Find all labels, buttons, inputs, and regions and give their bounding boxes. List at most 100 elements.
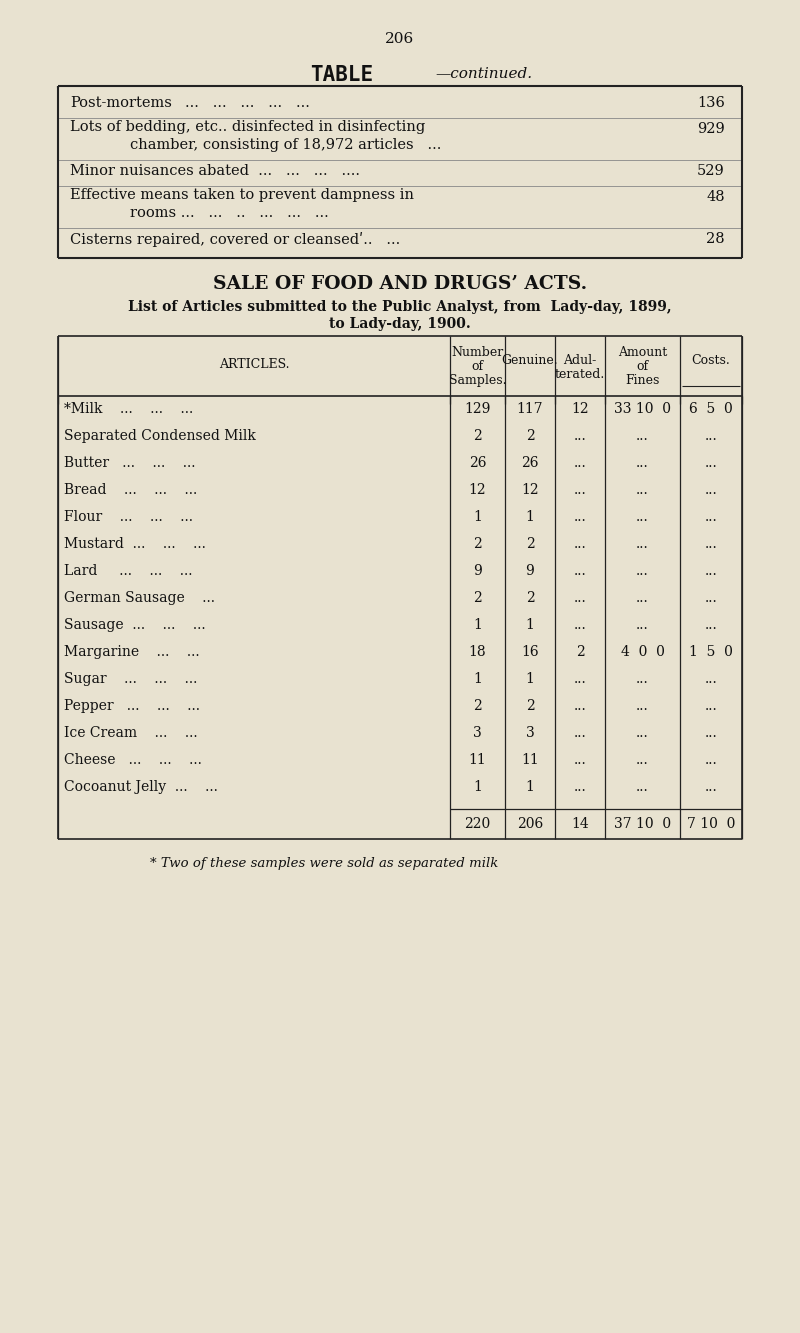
Text: 2: 2 xyxy=(526,429,534,443)
Text: 1: 1 xyxy=(473,511,482,524)
Text: 12: 12 xyxy=(571,403,589,416)
Text: 1: 1 xyxy=(526,672,534,686)
Text: ...: ... xyxy=(636,780,649,794)
Text: ...: ... xyxy=(705,537,718,551)
Text: SALE OF FOOD AND DRUGS’ ACTS.: SALE OF FOOD AND DRUGS’ ACTS. xyxy=(213,275,587,293)
Text: ...: ... xyxy=(705,456,718,471)
Text: 1  5  0: 1 5 0 xyxy=(689,645,733,659)
Text: ...: ... xyxy=(705,591,718,605)
Text: ...: ... xyxy=(574,429,586,443)
Text: 1: 1 xyxy=(473,672,482,686)
Text: Genuine.: Genuine. xyxy=(502,353,558,367)
Text: ...: ... xyxy=(705,483,718,497)
Text: 2: 2 xyxy=(526,591,534,605)
Text: 206: 206 xyxy=(386,32,414,47)
Text: ...: ... xyxy=(636,483,649,497)
Text: 2: 2 xyxy=(473,698,482,713)
Text: Margarine    ...    ...: Margarine ... ... xyxy=(64,645,200,659)
Text: Sugar    ...    ...    ...: Sugar ... ... ... xyxy=(64,672,198,686)
Text: 26: 26 xyxy=(522,456,538,471)
Text: 1: 1 xyxy=(473,780,482,794)
Text: ...: ... xyxy=(636,753,649,766)
Text: TABLE: TABLE xyxy=(310,65,373,85)
Text: *Milk    ...    ...    ...: *Milk ... ... ... xyxy=(64,403,194,416)
Text: Samples.: Samples. xyxy=(449,375,506,387)
Text: Effective means taken to prevent dampness in: Effective means taken to prevent dampnes… xyxy=(70,188,414,203)
Text: Flour    ...    ...    ...: Flour ... ... ... xyxy=(64,511,193,524)
Text: 9: 9 xyxy=(526,564,534,579)
Text: ...: ... xyxy=(574,511,586,524)
Text: ...: ... xyxy=(574,619,586,632)
Text: of: of xyxy=(637,360,649,373)
Text: ...: ... xyxy=(636,511,649,524)
Text: 16: 16 xyxy=(521,645,539,659)
Text: ...: ... xyxy=(574,537,586,551)
Text: Costs.: Costs. xyxy=(692,353,730,367)
Text: ...: ... xyxy=(705,619,718,632)
Text: 2: 2 xyxy=(473,429,482,443)
Text: 1: 1 xyxy=(526,511,534,524)
Text: Minor nuisances abated  ...   ...   ...   ....: Minor nuisances abated ... ... ... .... xyxy=(70,164,360,179)
Text: 7 10  0: 7 10 0 xyxy=(687,817,735,830)
Text: 26: 26 xyxy=(469,456,486,471)
Text: Cocoanut Jelly  ...    ...: Cocoanut Jelly ... ... xyxy=(64,780,218,794)
Text: ...: ... xyxy=(574,780,586,794)
Text: 4  0  0: 4 0 0 xyxy=(621,645,665,659)
Text: ...: ... xyxy=(636,726,649,740)
Text: Butter   ...    ...    ...: Butter ... ... ... xyxy=(64,456,195,471)
Text: ...: ... xyxy=(574,726,586,740)
Text: ...: ... xyxy=(574,456,586,471)
Text: terated.: terated. xyxy=(555,368,605,381)
Text: 48: 48 xyxy=(706,191,725,204)
Text: 1: 1 xyxy=(526,780,534,794)
Text: ...: ... xyxy=(705,672,718,686)
Text: ...: ... xyxy=(636,672,649,686)
Text: ...: ... xyxy=(705,726,718,740)
Text: Sausage  ...    ...    ...: Sausage ... ... ... xyxy=(64,619,206,632)
Text: rooms ...   ...   ..   ...   ...   ...: rooms ... ... .. ... ... ... xyxy=(130,207,329,220)
Text: 136: 136 xyxy=(697,96,725,111)
Text: Post-mortems: Post-mortems xyxy=(70,96,172,111)
Text: 6  5  0: 6 5 0 xyxy=(689,403,733,416)
Text: 18: 18 xyxy=(469,645,486,659)
Text: ...: ... xyxy=(574,564,586,579)
Text: Lard     ...    ...    ...: Lard ... ... ... xyxy=(64,564,193,579)
Text: 12: 12 xyxy=(521,483,539,497)
Text: 2: 2 xyxy=(473,537,482,551)
Text: —continued.: —continued. xyxy=(435,67,532,81)
Text: 929: 929 xyxy=(698,123,725,136)
Text: ...   ...   ...   ...   ...: ... ... ... ... ... xyxy=(185,96,310,111)
Text: 11: 11 xyxy=(469,753,486,766)
Text: German Sausage    ...: German Sausage ... xyxy=(64,591,215,605)
Text: 28: 28 xyxy=(706,232,725,247)
Text: 11: 11 xyxy=(521,753,539,766)
Text: 1: 1 xyxy=(473,619,482,632)
Text: ...: ... xyxy=(574,753,586,766)
Text: Bread    ...    ...    ...: Bread ... ... ... xyxy=(64,483,198,497)
Text: Number: Number xyxy=(451,347,504,359)
Text: Mustard  ...    ...    ...: Mustard ... ... ... xyxy=(64,537,206,551)
Text: ...: ... xyxy=(636,619,649,632)
Text: * Two of these samples were sold as separated milk: * Two of these samples were sold as sepa… xyxy=(150,857,498,870)
Text: Cheese   ...    ...    ...: Cheese ... ... ... xyxy=(64,753,202,766)
Text: Amount: Amount xyxy=(618,347,667,359)
Text: 14: 14 xyxy=(571,817,589,830)
Text: Separated Condensed Milk: Separated Condensed Milk xyxy=(64,429,256,443)
Text: Lots of bedding, etc.. disinfected in disinfecting: Lots of bedding, etc.. disinfected in di… xyxy=(70,120,426,135)
Text: ...: ... xyxy=(574,483,586,497)
Text: ...: ... xyxy=(705,780,718,794)
Text: Ice Cream    ...    ...: Ice Cream ... ... xyxy=(64,726,198,740)
Text: ARTICLES.: ARTICLES. xyxy=(218,357,290,371)
Text: List of Articles submitted to the Public Analyst, from  Lady-day, 1899,: List of Articles submitted to the Public… xyxy=(128,300,672,315)
Text: 2: 2 xyxy=(576,645,584,659)
Text: Cisterns repaired, covered or cleansedʹ..   ...: Cisterns repaired, covered or cleansedʹ.… xyxy=(70,232,400,247)
Text: 37 10  0: 37 10 0 xyxy=(614,817,671,830)
Text: 220: 220 xyxy=(464,817,490,830)
Text: ...: ... xyxy=(574,591,586,605)
Text: ...: ... xyxy=(705,429,718,443)
Text: ...: ... xyxy=(636,698,649,713)
Text: 206: 206 xyxy=(517,817,543,830)
Text: to Lady-day, 1900.: to Lady-day, 1900. xyxy=(329,317,471,331)
Text: Adul-: Adul- xyxy=(563,355,597,367)
Text: ...: ... xyxy=(705,511,718,524)
